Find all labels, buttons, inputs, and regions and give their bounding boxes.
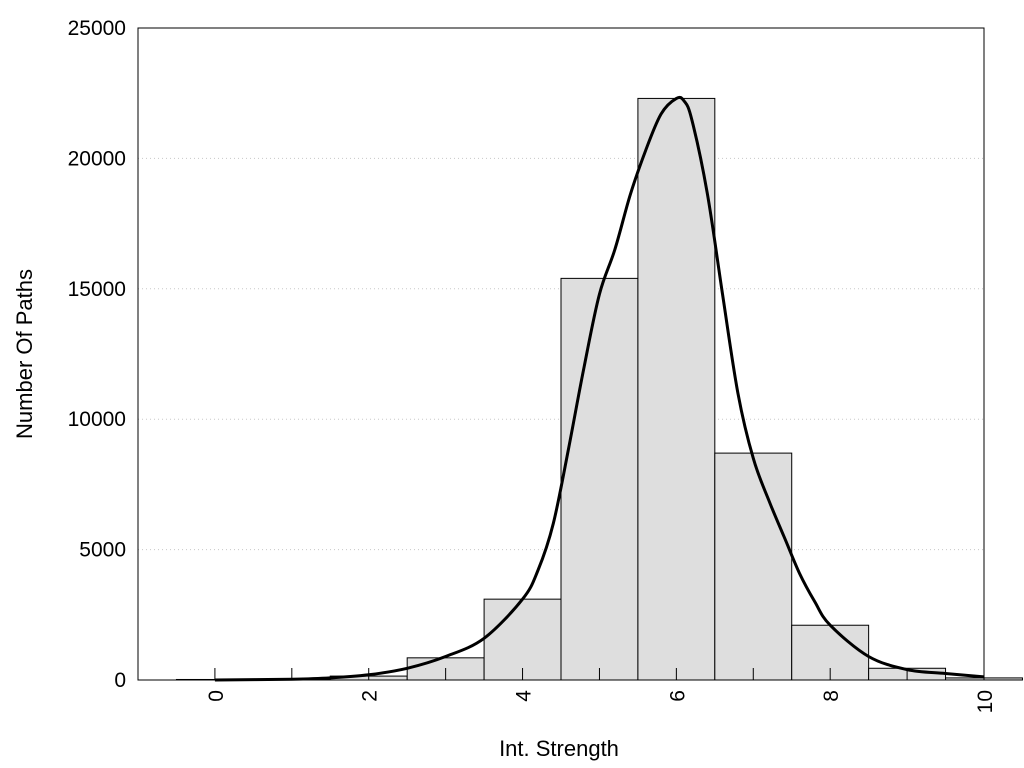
- x-tick-label: 8: [820, 690, 843, 702]
- x-tick-label: 10: [974, 690, 997, 713]
- x-tick-label: 4: [513, 690, 536, 702]
- x-axis-ticks: 0 2 4 6 8 10: [205, 668, 997, 713]
- y-tick-label: 15000: [68, 278, 126, 301]
- density-curve-layer: [214, 95, 985, 682]
- x-tick-label: 6: [666, 690, 689, 702]
- y-tick-label: 25000: [68, 17, 126, 40]
- gridlines: [138, 157, 984, 551]
- y-tick-label: 10000: [68, 408, 126, 431]
- plot-area-frame: [137, 27, 985, 681]
- y-axis-ticks: 0 5000 10000 15000 20000 25000: [68, 17, 126, 692]
- y-tick-label: 5000: [79, 539, 126, 562]
- x-tick-label: 2: [359, 690, 382, 702]
- x-tick-label: 0: [205, 690, 228, 702]
- y-tick-label: 0: [114, 669, 126, 692]
- histogram-bars: [175, 97, 1023, 681]
- x-axis-label: Int. Strength: [499, 736, 619, 761]
- histogram-bar: [560, 277, 639, 681]
- histogram-bar: [637, 97, 716, 681]
- y-axis-label: Number Of Paths: [12, 269, 37, 439]
- y-tick-label: 20000: [68, 147, 126, 170]
- density-curve: [214, 95, 985, 682]
- histogram-bar: [714, 452, 793, 681]
- histogram-bar: [483, 598, 562, 681]
